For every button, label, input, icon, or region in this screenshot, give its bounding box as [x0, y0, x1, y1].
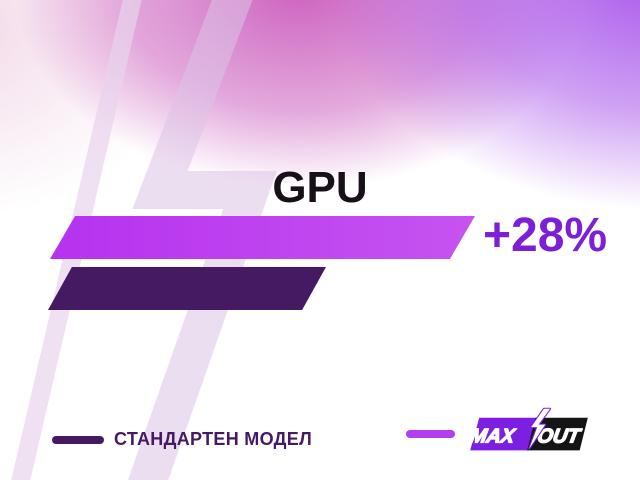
svg-text:MAX: MAX	[468, 426, 518, 448]
